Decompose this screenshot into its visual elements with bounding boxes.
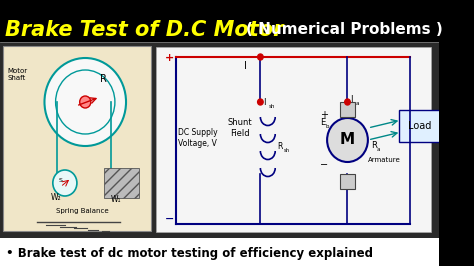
Text: I: I bbox=[244, 61, 246, 71]
Text: b: b bbox=[325, 124, 329, 129]
Text: I: I bbox=[350, 95, 353, 104]
FancyBboxPatch shape bbox=[340, 174, 355, 189]
Text: R: R bbox=[371, 141, 376, 150]
Circle shape bbox=[80, 96, 91, 108]
Circle shape bbox=[45, 58, 126, 146]
Text: M: M bbox=[340, 132, 355, 148]
FancyBboxPatch shape bbox=[104, 168, 139, 198]
Text: • Brake test of dc motor testing of efficiency explained: • Brake test of dc motor testing of effi… bbox=[6, 247, 373, 260]
Text: I: I bbox=[263, 98, 265, 107]
Circle shape bbox=[327, 118, 368, 162]
Text: W₁: W₁ bbox=[111, 195, 122, 204]
FancyBboxPatch shape bbox=[400, 110, 440, 142]
Text: −: − bbox=[319, 160, 328, 170]
Text: E: E bbox=[319, 118, 325, 127]
FancyBboxPatch shape bbox=[0, 42, 439, 238]
Text: +: + bbox=[319, 110, 328, 120]
Text: a: a bbox=[356, 101, 359, 106]
Text: sh: sh bbox=[269, 104, 275, 109]
FancyBboxPatch shape bbox=[340, 102, 355, 117]
FancyBboxPatch shape bbox=[155, 47, 431, 232]
Text: −: − bbox=[165, 214, 174, 224]
Text: R: R bbox=[277, 142, 283, 151]
Text: DC Supply
Voltage, V: DC Supply Voltage, V bbox=[178, 128, 218, 148]
FancyBboxPatch shape bbox=[0, 0, 439, 42]
Text: ( Numerical Problems ): ( Numerical Problems ) bbox=[246, 23, 442, 38]
Text: a: a bbox=[376, 147, 380, 152]
Text: W₂: W₂ bbox=[51, 193, 62, 202]
Text: Armature: Armature bbox=[368, 157, 401, 163]
Text: S: S bbox=[58, 178, 62, 183]
Text: R: R bbox=[100, 74, 107, 84]
FancyBboxPatch shape bbox=[3, 46, 151, 231]
Text: Shunt
Field: Shunt Field bbox=[228, 118, 252, 138]
Text: +: + bbox=[165, 53, 174, 63]
Circle shape bbox=[257, 99, 263, 105]
Text: Brake Test of D.C Motor: Brake Test of D.C Motor bbox=[5, 20, 283, 40]
Circle shape bbox=[345, 99, 350, 105]
Text: Spring Balance: Spring Balance bbox=[55, 208, 108, 214]
Circle shape bbox=[257, 54, 263, 60]
FancyBboxPatch shape bbox=[0, 238, 439, 266]
Text: sh: sh bbox=[283, 148, 290, 153]
Circle shape bbox=[53, 170, 77, 196]
Text: Load: Load bbox=[408, 121, 431, 131]
Text: Motor
Shaft: Motor Shaft bbox=[8, 68, 27, 81]
